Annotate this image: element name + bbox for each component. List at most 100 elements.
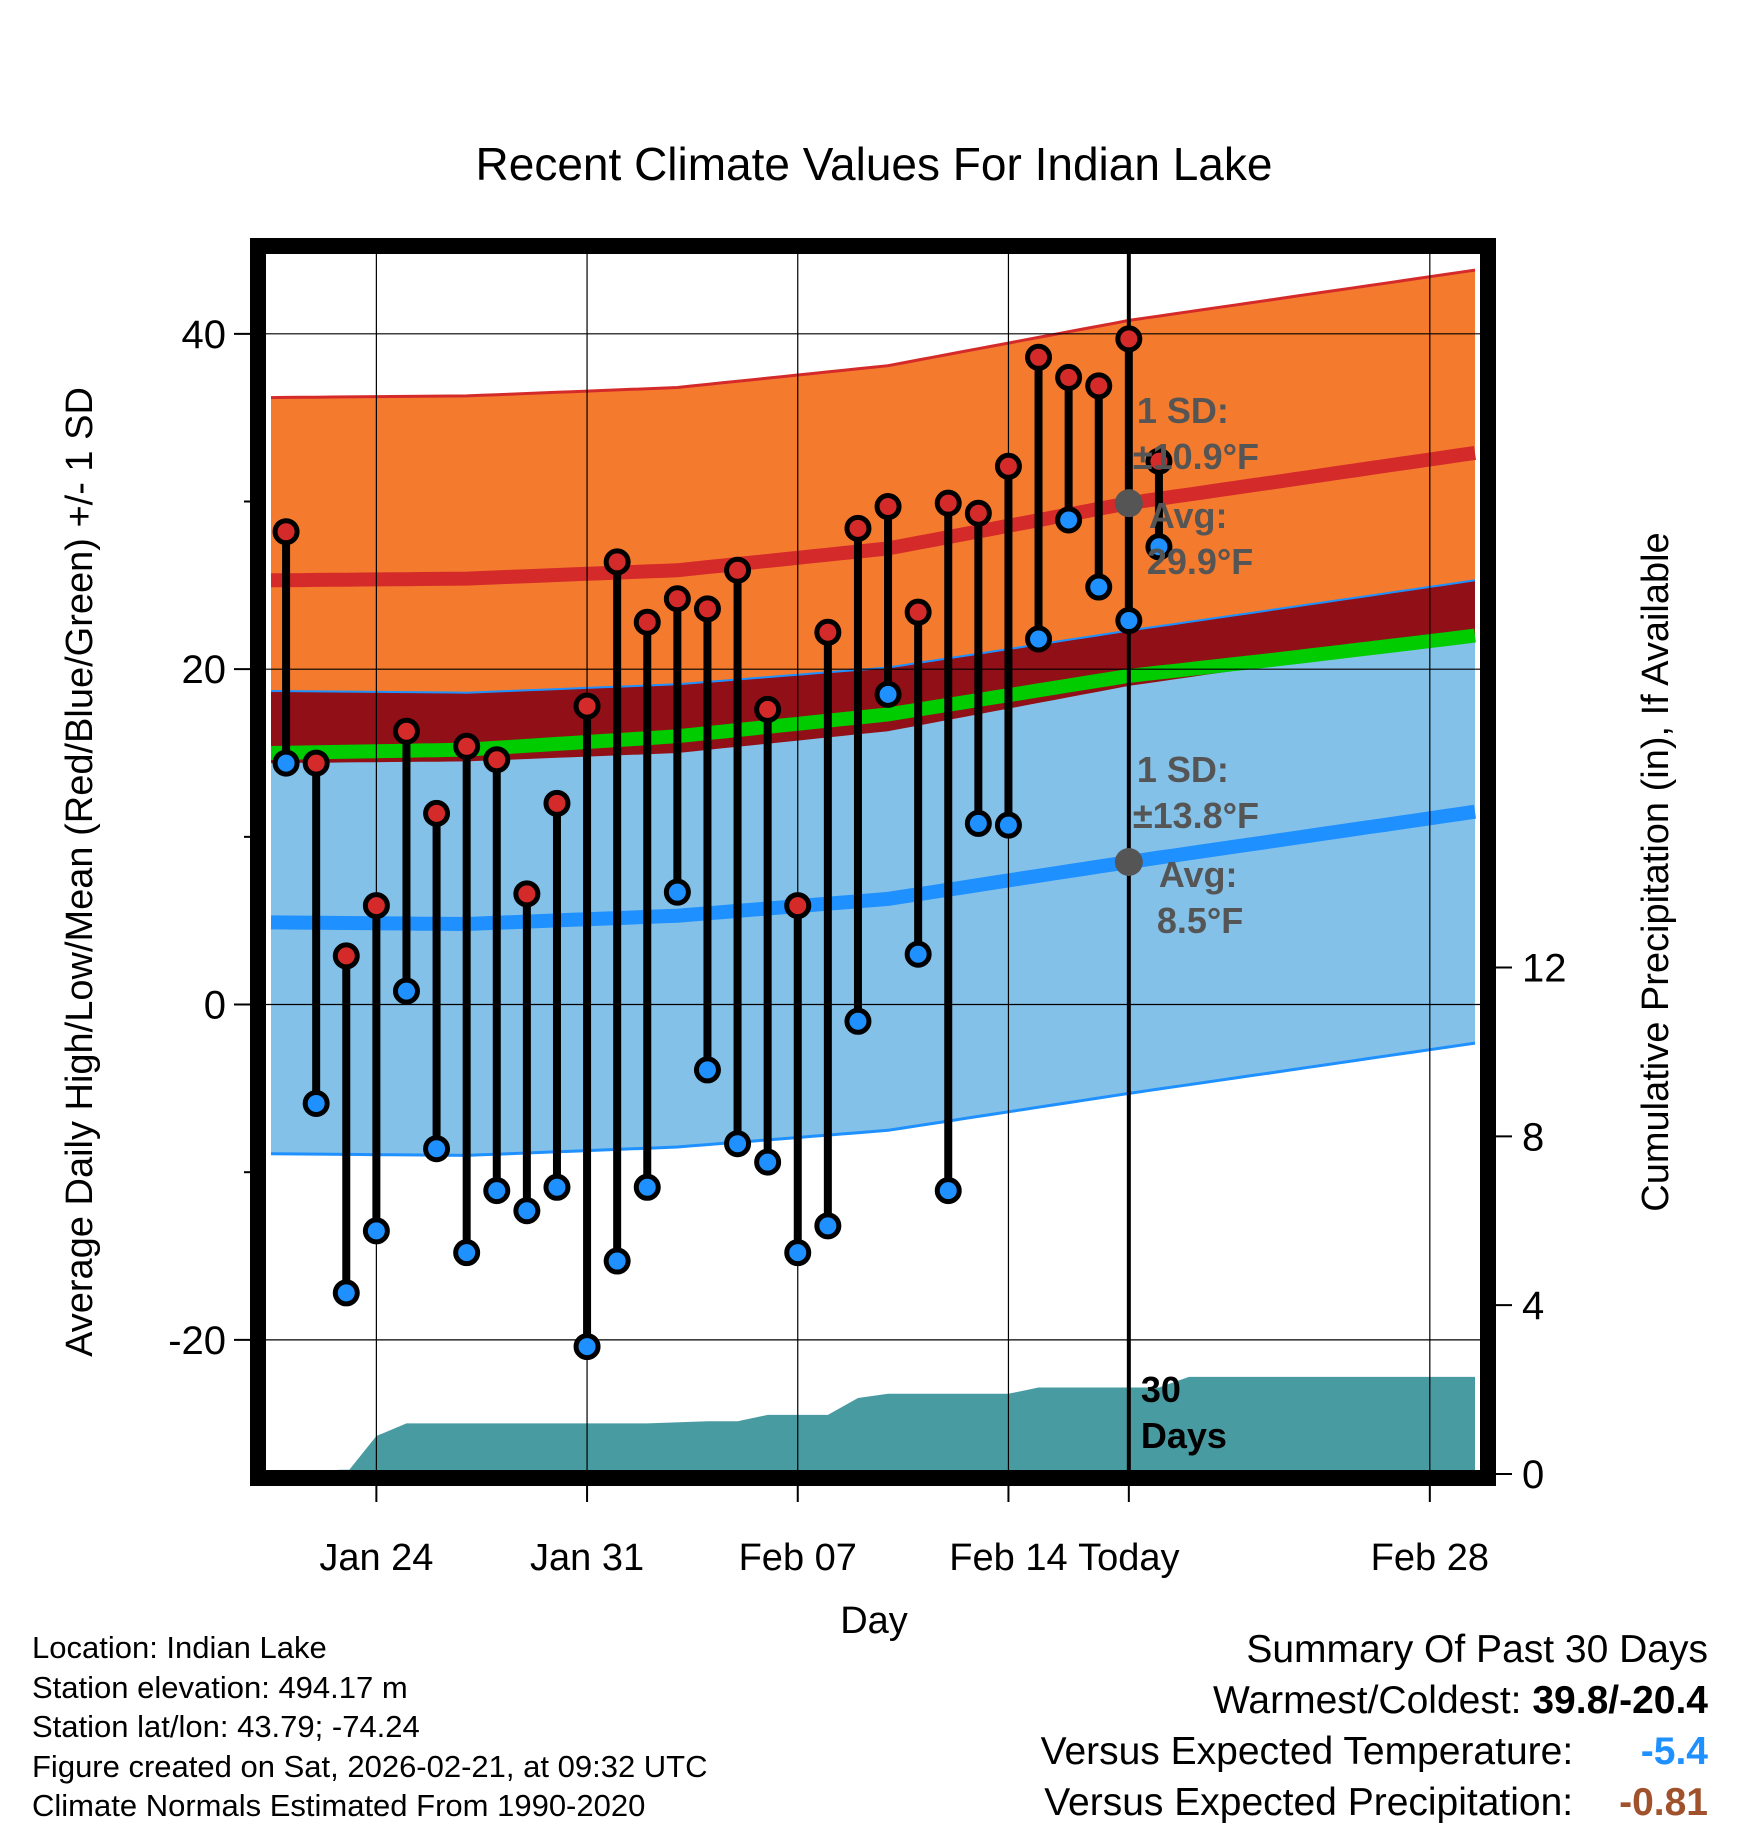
plot-area bbox=[262, 250, 1484, 1474]
observed-high-point bbox=[874, 493, 902, 521]
observed-high-point bbox=[272, 518, 300, 546]
observed-low-point bbox=[1085, 573, 1113, 601]
y2-tick-label: 8 bbox=[1522, 1115, 1544, 1159]
summary-temp: Versus Expected Temperature: -5.4 bbox=[1041, 1726, 1708, 1777]
latlon-text: Station lat/lon: 43.79; -74.24 bbox=[32, 1709, 420, 1744]
observed-high-point bbox=[1115, 325, 1143, 353]
observed-high-point bbox=[1145, 447, 1173, 475]
x-tick-label: Jan 24 bbox=[319, 1537, 433, 1579]
x-tick-label: Feb 07 bbox=[739, 1537, 857, 1579]
y2-tick-label: 4 bbox=[1522, 1284, 1544, 1328]
x-tick-label: Jan 31 bbox=[530, 1537, 644, 1579]
observed-low-point bbox=[994, 811, 1022, 839]
observed-low-point bbox=[1055, 506, 1083, 534]
precip-label: Versus Expected Precipitation: bbox=[1044, 1781, 1574, 1824]
observed-high-point bbox=[724, 556, 752, 584]
observed-low-point bbox=[633, 1173, 661, 1201]
observed-low-point bbox=[483, 1177, 511, 1205]
observed-low-point bbox=[453, 1239, 481, 1267]
observed-high-point bbox=[693, 595, 721, 623]
chart-title: Recent Climate Values For Indian Lake bbox=[476, 138, 1273, 190]
observed-high-point bbox=[1085, 372, 1113, 400]
observed-low-point bbox=[1115, 607, 1143, 635]
observed-low-point bbox=[272, 749, 300, 777]
days-label-line1: 30 bbox=[1141, 1369, 1181, 1410]
warm-cold-value: 39.8/-20.4 bbox=[1532, 1679, 1708, 1722]
x-tick-label: Today bbox=[1078, 1537, 1179, 1579]
y2-tick-label: 0 bbox=[1522, 1453, 1544, 1497]
high-sd-label: 1 SD: bbox=[1137, 390, 1229, 431]
observed-high-point bbox=[934, 489, 962, 517]
location-text: Location: Indian Lake bbox=[32, 1630, 327, 1665]
precip-area bbox=[271, 1376, 1475, 1474]
observed-high-point bbox=[423, 799, 451, 827]
observed-high-point bbox=[904, 598, 932, 626]
observed-high-point bbox=[754, 695, 782, 723]
summary-title: Summary Of Past 30 Days bbox=[1246, 1628, 1708, 1671]
overlap-band bbox=[271, 580, 1475, 764]
y-tick-label: 40 bbox=[182, 313, 227, 357]
today-avg-low-marker bbox=[1114, 848, 1143, 876]
observed-low-point bbox=[964, 809, 992, 837]
low-sd-value: ±13.8°F bbox=[1133, 795, 1259, 836]
plot-frame bbox=[250, 238, 1496, 1486]
warm-cold-label: Warmest/Coldest: bbox=[1213, 1679, 1522, 1722]
observed-high-point bbox=[994, 452, 1022, 480]
observed-high-point bbox=[573, 692, 601, 720]
observed-high-point bbox=[543, 789, 571, 817]
observed-high-point bbox=[814, 618, 842, 646]
observed-high-point bbox=[844, 514, 872, 542]
low-sd-lower-line bbox=[270, 1041, 1476, 1157]
observed-low-point bbox=[844, 1007, 872, 1035]
created-text: Figure created on Sat, 2026-02-21, at 09… bbox=[32, 1748, 708, 1784]
observed-low-point bbox=[423, 1135, 451, 1163]
temp-value: -5.4 bbox=[1640, 1730, 1708, 1773]
summary-precip: Versus Expected Precipitation: -0.81 bbox=[1041, 1777, 1708, 1828]
avg-high-line bbox=[270, 445, 1477, 588]
high-sd-upper-line bbox=[270, 268, 1476, 400]
x-axis-label: Day bbox=[840, 1600, 908, 1642]
x-tick-label: Feb 14 bbox=[949, 1537, 1067, 1579]
summary-warm-cold: Warmest/Coldest: 39.8/-20.4 bbox=[1041, 1675, 1708, 1726]
low-sd-label: 1 SD: bbox=[1137, 749, 1229, 790]
observed-high-point bbox=[964, 499, 992, 527]
observed-high-point bbox=[1025, 343, 1053, 371]
observed-low-point bbox=[392, 977, 420, 1005]
low-avg-value: 8.5°F bbox=[1157, 900, 1243, 941]
observed-low-point bbox=[543, 1173, 571, 1201]
low-avg-label: Avg: bbox=[1159, 854, 1238, 895]
normals-text: Climate Normals Estimated From 1990-2020 bbox=[32, 1788, 646, 1823]
y-tick-label: -20 bbox=[168, 1319, 226, 1363]
observed-low-point bbox=[513, 1197, 541, 1225]
observed-high-point bbox=[483, 746, 511, 774]
observed-high-point bbox=[513, 880, 541, 908]
high-avg-label: Avg: bbox=[1149, 495, 1228, 536]
observed-low-point bbox=[1145, 533, 1173, 561]
observed-high-point bbox=[453, 732, 481, 760]
observed-low-point bbox=[904, 940, 932, 968]
observed-high-point bbox=[392, 717, 420, 745]
observed-low-point bbox=[874, 680, 902, 708]
observed-low-point bbox=[724, 1130, 752, 1158]
observed-high-point bbox=[1055, 363, 1083, 391]
high-avg-value: 29.9°F bbox=[1147, 541, 1253, 582]
observed-high-point bbox=[663, 585, 691, 613]
observed-low-point bbox=[693, 1056, 721, 1084]
observed-low-point bbox=[663, 878, 691, 906]
observed-high-point bbox=[603, 548, 631, 576]
observed-low-point bbox=[603, 1247, 631, 1275]
y-tick-label: 20 bbox=[182, 648, 227, 692]
observed-high-point bbox=[633, 608, 661, 636]
y2-axis-label: Cumulative Precipitation (in), If Availa… bbox=[1635, 532, 1677, 1211]
observed-low-point bbox=[784, 1239, 812, 1267]
observed-low-point bbox=[362, 1217, 390, 1245]
observed-low-point bbox=[814, 1212, 842, 1240]
y2-tick-label: 12 bbox=[1522, 947, 1567, 991]
observed-low-point bbox=[302, 1089, 330, 1117]
observed-low-point bbox=[573, 1333, 601, 1361]
observed-high-point bbox=[302, 749, 330, 777]
days-label-line2: Days bbox=[1141, 1415, 1227, 1456]
today-avg-high-marker bbox=[1114, 489, 1143, 518]
avg-low-line bbox=[270, 804, 1477, 932]
